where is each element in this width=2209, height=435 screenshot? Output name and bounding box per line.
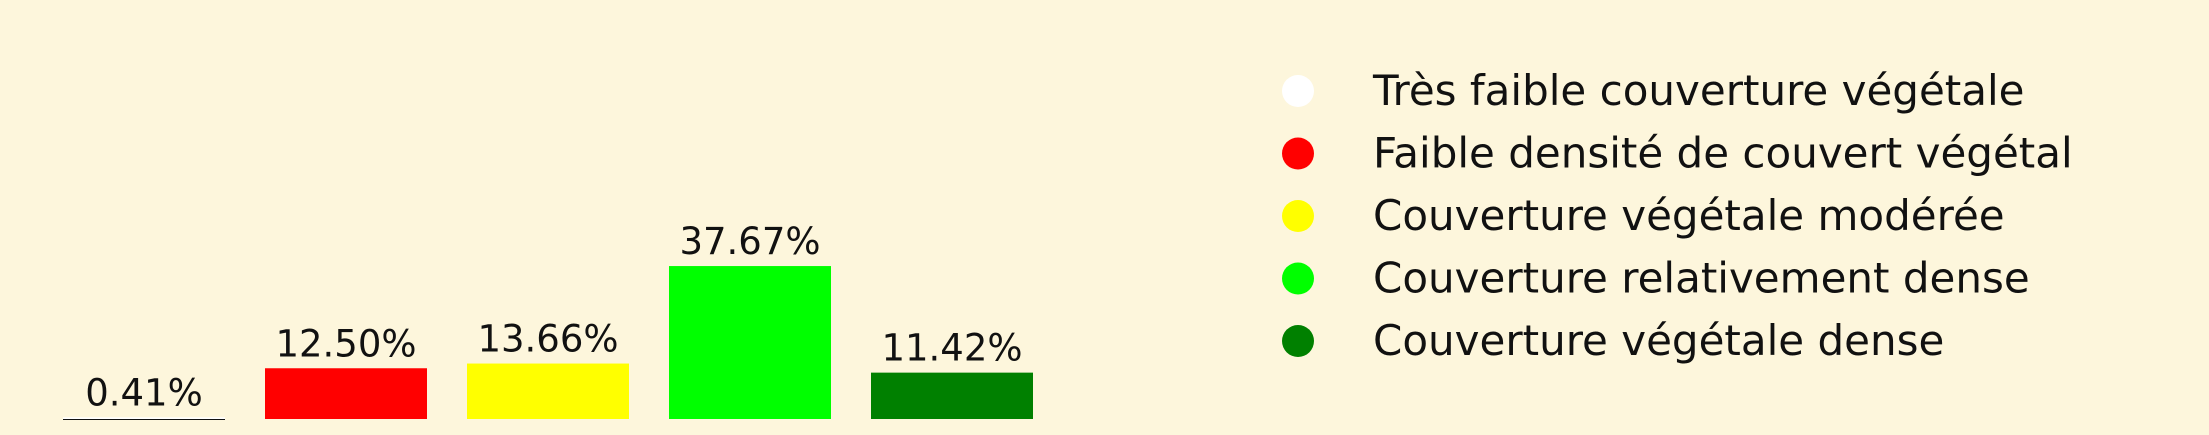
- bar-4: [669, 266, 831, 419]
- bar-1: [63, 417, 225, 419]
- bar-value-label-2: 12.50%: [275, 322, 416, 365]
- legend: Très faible couverture végétale Faible de…: [1282, 66, 2073, 365]
- legend-marker-1: [1282, 75, 1314, 107]
- legend-label-4: Couverture relativement dense: [1373, 254, 2030, 303]
- bar-2: [265, 368, 427, 419]
- legend-label-1: Très faible couverture végétale: [1372, 66, 2025, 115]
- legend-marker-2: [1282, 137, 1314, 170]
- bar-value-label-3: 13.66%: [477, 318, 618, 361]
- legend-marker-4: [1282, 262, 1314, 295]
- legend-label-3: Couverture végétale modérée: [1373, 191, 2005, 240]
- legend-label-2: Faible densité de couvert végétal: [1373, 129, 2073, 178]
- bar-3: [467, 363, 629, 419]
- bar-value-label-4: 37.67%: [679, 220, 820, 263]
- legend-marker-5: [1282, 325, 1314, 357]
- legend-label-5: Couverture végétale dense: [1373, 316, 1944, 365]
- bars-group: 0.41% 12.50% 13.66% 37.67% 11.42%: [63, 220, 1033, 419]
- bar-value-label-1: 0.41%: [85, 371, 203, 414]
- legend-marker-3: [1282, 200, 1314, 232]
- bar-5: [871, 372, 1033, 419]
- bar-value-label-5: 11.42%: [881, 327, 1022, 370]
